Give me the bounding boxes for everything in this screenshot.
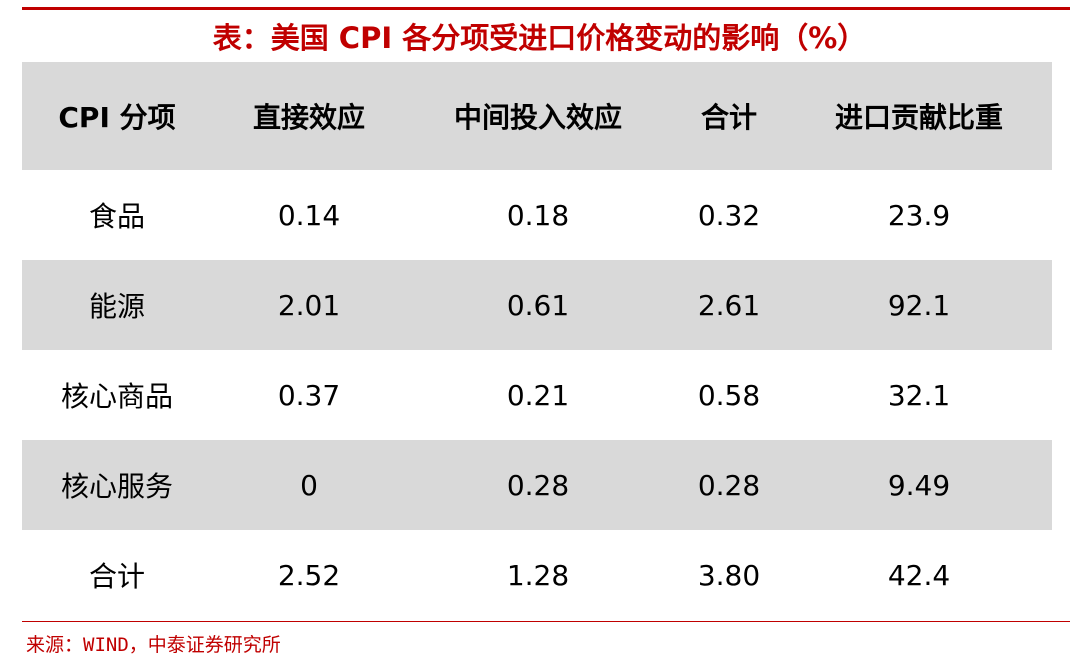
cell: 核心商品 (60, 380, 173, 413)
title: 表：美国 CPI 各分项受进口价格变动的影响（%） (212, 21, 867, 55)
cell: 能源 (88, 290, 145, 323)
cell: 0.61 (506, 288, 570, 322)
cell: 2.52 (277, 558, 341, 592)
table-row: 核心商品 0.37 0.21 0.58 32.1 (22, 350, 1052, 440)
cell: 92.1 (887, 288, 951, 322)
cell: 食品 (88, 200, 145, 233)
cell: 3.80 (697, 558, 761, 592)
header-row: CPI 分项 直接效应 中间投入效应 合计 进口贡献比重 (22, 62, 1052, 170)
source: 来源：WIND，中泰证券研究所 (26, 634, 281, 656)
cell: 1.28 (506, 558, 570, 592)
cell: CPI 分项 (58, 101, 176, 134)
cell: 核心服务 (60, 470, 173, 503)
cell: 0.14 (277, 198, 341, 232)
cell: 直接效应 (252, 101, 365, 134)
table-row: 食品 0.14 0.18 0.32 23.9 (22, 170, 1052, 260)
cell: 9.49 (887, 468, 951, 502)
cell: 0.18 (506, 198, 570, 232)
top-rule (22, 7, 1070, 10)
cell: 0.58 (697, 378, 761, 412)
cell: 42.4 (887, 558, 951, 592)
cell: 进口贡献比重 (834, 101, 1003, 134)
bottom-rule (22, 621, 1070, 622)
cell: 合计 (700, 101, 757, 134)
table-row: 合计 2.52 1.28 3.80 42.4 (22, 530, 1052, 620)
cell: 0 (300, 468, 318, 502)
cell: 合计 (88, 560, 145, 593)
table-row: 核心服务 0 0.28 0.28 9.49 (22, 440, 1052, 530)
cell: 0.28 (697, 468, 761, 502)
cell: 0.32 (697, 198, 761, 232)
table-row: 能源 2.01 0.61 2.61 92.1 (22, 260, 1052, 350)
cell: 0.28 (506, 468, 570, 502)
cell: 中间投入效应 (453, 101, 622, 134)
cell: 0.37 (277, 378, 341, 412)
cell: 0.21 (506, 378, 570, 412)
cell: 32.1 (887, 378, 951, 412)
cell: 23.9 (887, 198, 951, 232)
cell: 2.61 (697, 288, 761, 322)
cell: 2.01 (277, 288, 341, 322)
